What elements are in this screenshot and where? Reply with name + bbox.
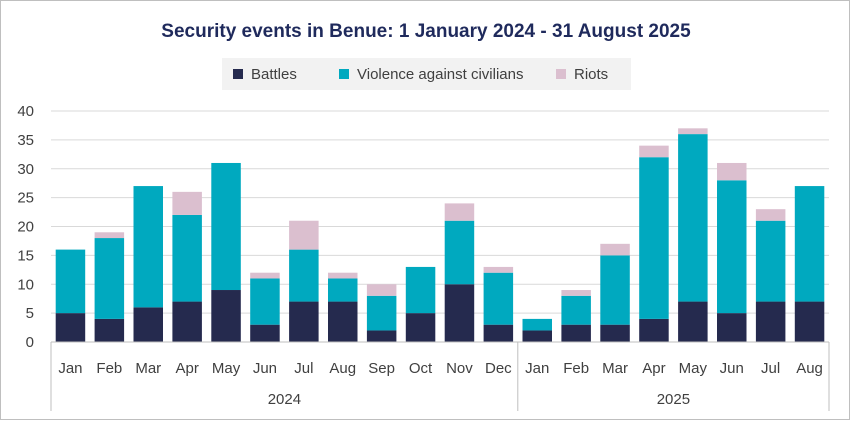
grid — [51, 110, 829, 314]
x-tick-label: Dec — [485, 360, 512, 377]
bar-violence-against-civilians — [55, 249, 86, 314]
x-tick-label: Jan — [58, 360, 82, 377]
bar-battles — [328, 301, 358, 342]
bar-violence-against-civilians — [405, 266, 436, 314]
x-tick-label: Apr — [642, 360, 665, 377]
legend-swatch-violence-against-civilians — [339, 69, 349, 79]
bar-violence-against-civilians — [639, 157, 669, 319]
x-tick-label: Jun — [253, 360, 277, 377]
bar-battles — [678, 301, 708, 342]
y-tick-label: 15 — [17, 247, 34, 264]
legend-label-battles: Battles — [251, 66, 297, 83]
bar-battles — [172, 301, 202, 342]
bar-violence-against-civilians — [717, 180, 747, 314]
x-tick-label: May — [679, 360, 708, 377]
bar-riots — [172, 191, 202, 215]
bar-riots — [483, 266, 514, 273]
x-tick-label: Jun — [720, 360, 744, 377]
x-tick-label: Jan — [525, 360, 549, 377]
bar-violence-against-civilians — [250, 278, 280, 325]
chart-title: Security events in Benue: 1 January 2024… — [161, 21, 691, 42]
bar-riots — [444, 203, 475, 221]
x-tick-label: Sep — [368, 360, 395, 377]
bar-riots — [250, 272, 280, 279]
bar-battles — [405, 313, 436, 343]
bar-riots — [561, 290, 591, 296]
legend: Battles Violence against civilians Riots — [222, 58, 631, 90]
y-tick-label: 30 — [17, 161, 34, 178]
bar-battles — [561, 324, 591, 342]
x-tick-label: Feb — [96, 360, 122, 377]
bar-violence-against-civilians — [561, 295, 591, 325]
y-tick-label: 5 — [26, 305, 34, 322]
bar-violence-against-civilians — [755, 220, 786, 302]
bar-violence-against-civilians — [133, 186, 163, 308]
y-axis: 0 5 10 15 20 25 30 35 40 — [17, 103, 34, 351]
legend-label-riots: Riots — [574, 66, 608, 83]
bar-battles — [522, 330, 552, 342]
bar-riots — [328, 272, 358, 279]
bar-battles — [211, 290, 241, 342]
bar-violence-against-civilians — [522, 318, 552, 331]
bar-violence-against-civilians — [678, 134, 708, 302]
legend-swatch-riots — [556, 69, 566, 79]
bar-battles — [600, 324, 630, 342]
y-tick-label: 0 — [26, 334, 34, 351]
x-tick-label: Feb — [563, 360, 589, 377]
bar-riots — [717, 162, 747, 181]
x-tick-label: Aug — [329, 360, 356, 377]
bar-violence-against-civilians — [94, 238, 125, 319]
bar-battles — [133, 307, 163, 342]
x-tick-label: Jul — [294, 360, 313, 377]
bar-violence-against-civilians — [172, 214, 202, 302]
x-tick-label: Mar — [602, 360, 628, 377]
bar-battles — [717, 313, 747, 343]
bar-violence-against-civilians — [211, 162, 241, 291]
bar-violence-against-civilians — [444, 220, 475, 285]
bar-battles — [289, 301, 319, 342]
bar-riots — [678, 128, 708, 135]
x-tick-label: Nov — [446, 360, 473, 377]
x-tick-label: Mar — [135, 360, 161, 377]
bar-violence-against-civilians — [794, 186, 825, 302]
bar-riots — [289, 220, 319, 250]
bar-riots — [600, 243, 630, 256]
bar-riots — [639, 145, 669, 158]
bar-battles — [483, 324, 514, 342]
bar-violence-against-civilians — [600, 255, 630, 325]
year-group-label: 2024 — [268, 391, 301, 408]
x-tick-label: Jul — [761, 360, 780, 377]
legend-label-violence-against-civilians: Violence against civilians — [357, 66, 524, 83]
x-axis: Jan Feb Mar Apr May Jun Jul Aug Sep Oct Nov Dec Jan F… — [50, 341, 830, 411]
y-tick-label: 10 — [17, 276, 34, 293]
bar-battles — [755, 301, 786, 342]
bar-violence-against-civilians — [366, 295, 397, 331]
bars — [55, 128, 825, 343]
y-tick-label: 35 — [17, 132, 34, 149]
bar-battles — [366, 330, 397, 342]
y-tick-label: 20 — [17, 219, 34, 236]
x-tick-label: May — [212, 360, 241, 377]
bar-battles — [250, 324, 280, 342]
x-tick-label: Oct — [409, 360, 433, 377]
bar-violence-against-civilians — [483, 272, 514, 325]
x-tick-label: Apr — [175, 360, 198, 377]
y-tick-label: 40 — [17, 103, 34, 120]
bar-riots — [366, 284, 397, 296]
bar-battles — [794, 301, 825, 342]
legend-swatch-battles — [233, 69, 243, 79]
bar-violence-against-civilians — [328, 278, 358, 302]
bar-battles — [55, 313, 86, 343]
year-group-label: 2025 — [657, 391, 690, 408]
x-tick-label: Aug — [796, 360, 823, 377]
bar-violence-against-civilians — [289, 249, 319, 302]
bar-riots — [755, 209, 786, 221]
bar-riots — [94, 232, 125, 239]
bar-battles — [639, 318, 669, 342]
bar-battles — [444, 284, 475, 342]
y-tick-label: 25 — [17, 190, 34, 207]
bar-battles — [94, 318, 125, 342]
